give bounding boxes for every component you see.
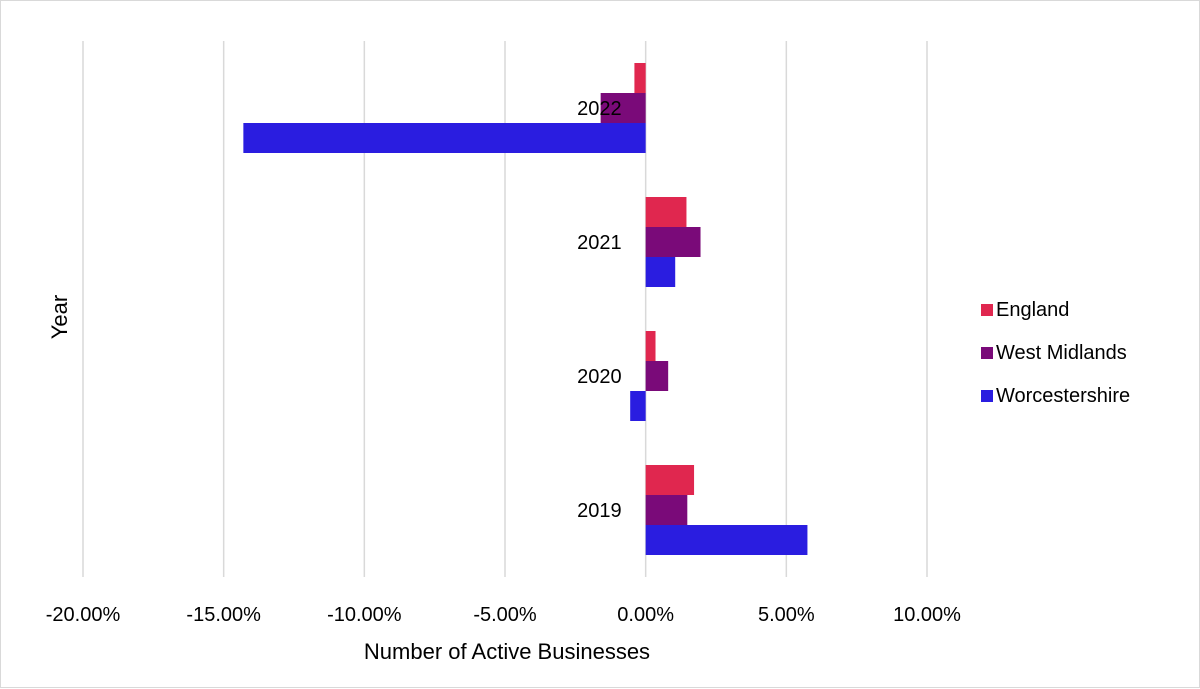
bar-2022-worcestershire xyxy=(243,123,646,153)
bar-2021-west-midlands xyxy=(645,227,701,257)
legend: England West Midlands Worcestershire xyxy=(981,299,1130,407)
x-tick-labels: -20.00% -15.00% -10.00% -5.00% 0.00% 5.00% 10.… xyxy=(46,604,961,626)
x-tick-label: -20.00% xyxy=(46,604,121,626)
legend-swatch-worcestershire xyxy=(981,390,993,402)
category-labels: 2022 2021 2020 2019 xyxy=(577,98,622,522)
x-tick-label: -10.00% xyxy=(327,604,402,626)
gridlines xyxy=(82,41,928,577)
x-tick-label: 10.00% xyxy=(893,604,961,626)
bar-2019-west-midlands xyxy=(645,495,688,525)
bar-2020-worcestershire xyxy=(630,391,646,421)
category-label: 2020 xyxy=(577,366,622,388)
legend-label: England xyxy=(996,299,1069,321)
bar-2020-west-midlands xyxy=(645,361,669,391)
x-axis-title: Number of Active Businesses xyxy=(364,639,650,664)
x-tick-label: 5.00% xyxy=(758,604,815,626)
bar-2022-west-midlands xyxy=(600,93,646,123)
legend-swatch-england xyxy=(981,304,993,316)
x-tick-label: -15.00% xyxy=(186,604,261,626)
bar-2021-england xyxy=(645,197,687,227)
category-label: 2019 xyxy=(577,500,622,522)
legend-label: Worcestershire xyxy=(996,385,1130,407)
category-label: 2021 xyxy=(577,232,622,254)
x-tick-label: 0.00% xyxy=(617,604,674,626)
legend-swatch-west-midlands xyxy=(981,347,993,359)
bar-2019-england xyxy=(645,465,695,495)
bar-2020-england xyxy=(645,331,656,361)
bars xyxy=(243,63,808,555)
x-tick-label: -5.00% xyxy=(473,604,537,626)
legend-label: West Midlands xyxy=(996,342,1127,364)
bar-2022-england xyxy=(634,63,646,93)
y-axis-title: Year xyxy=(47,295,72,339)
bar-2019-worcestershire xyxy=(645,525,808,555)
category-label: 2022 xyxy=(577,98,622,120)
bar-2021-worcestershire xyxy=(645,257,676,287)
